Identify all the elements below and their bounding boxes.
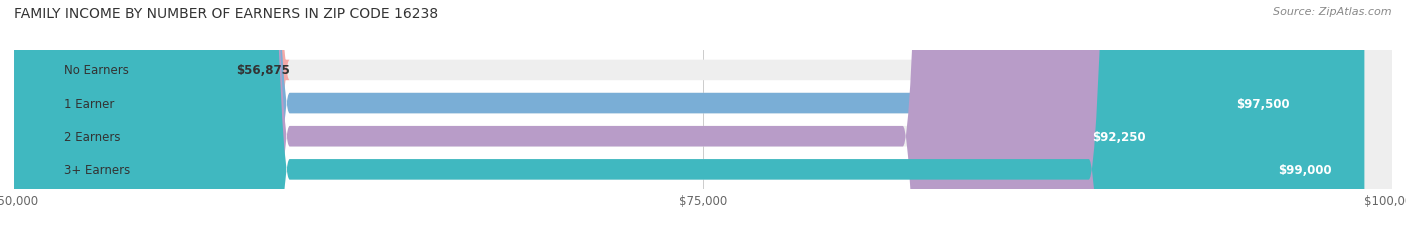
Text: 1 Earner: 1 Earner [63, 97, 114, 110]
FancyBboxPatch shape [14, 0, 1178, 231]
Text: $92,250: $92,250 [1091, 130, 1146, 143]
Text: $56,875: $56,875 [236, 64, 291, 77]
FancyBboxPatch shape [14, 0, 1392, 231]
Text: No Earners: No Earners [63, 64, 128, 77]
Text: Source: ZipAtlas.com: Source: ZipAtlas.com [1274, 7, 1392, 17]
Text: 2 Earners: 2 Earners [63, 130, 120, 143]
FancyBboxPatch shape [14, 0, 1392, 231]
Text: 3+ Earners: 3+ Earners [63, 163, 129, 176]
FancyBboxPatch shape [14, 0, 1392, 231]
Text: FAMILY INCOME BY NUMBER OF EARNERS IN ZIP CODE 16238: FAMILY INCOME BY NUMBER OF EARNERS IN ZI… [14, 7, 439, 21]
FancyBboxPatch shape [0, 0, 290, 231]
FancyBboxPatch shape [14, 0, 1392, 231]
Text: $99,000: $99,000 [1278, 163, 1331, 176]
FancyBboxPatch shape [14, 0, 1364, 231]
Text: $97,500: $97,500 [1236, 97, 1289, 110]
FancyBboxPatch shape [14, 0, 1323, 231]
